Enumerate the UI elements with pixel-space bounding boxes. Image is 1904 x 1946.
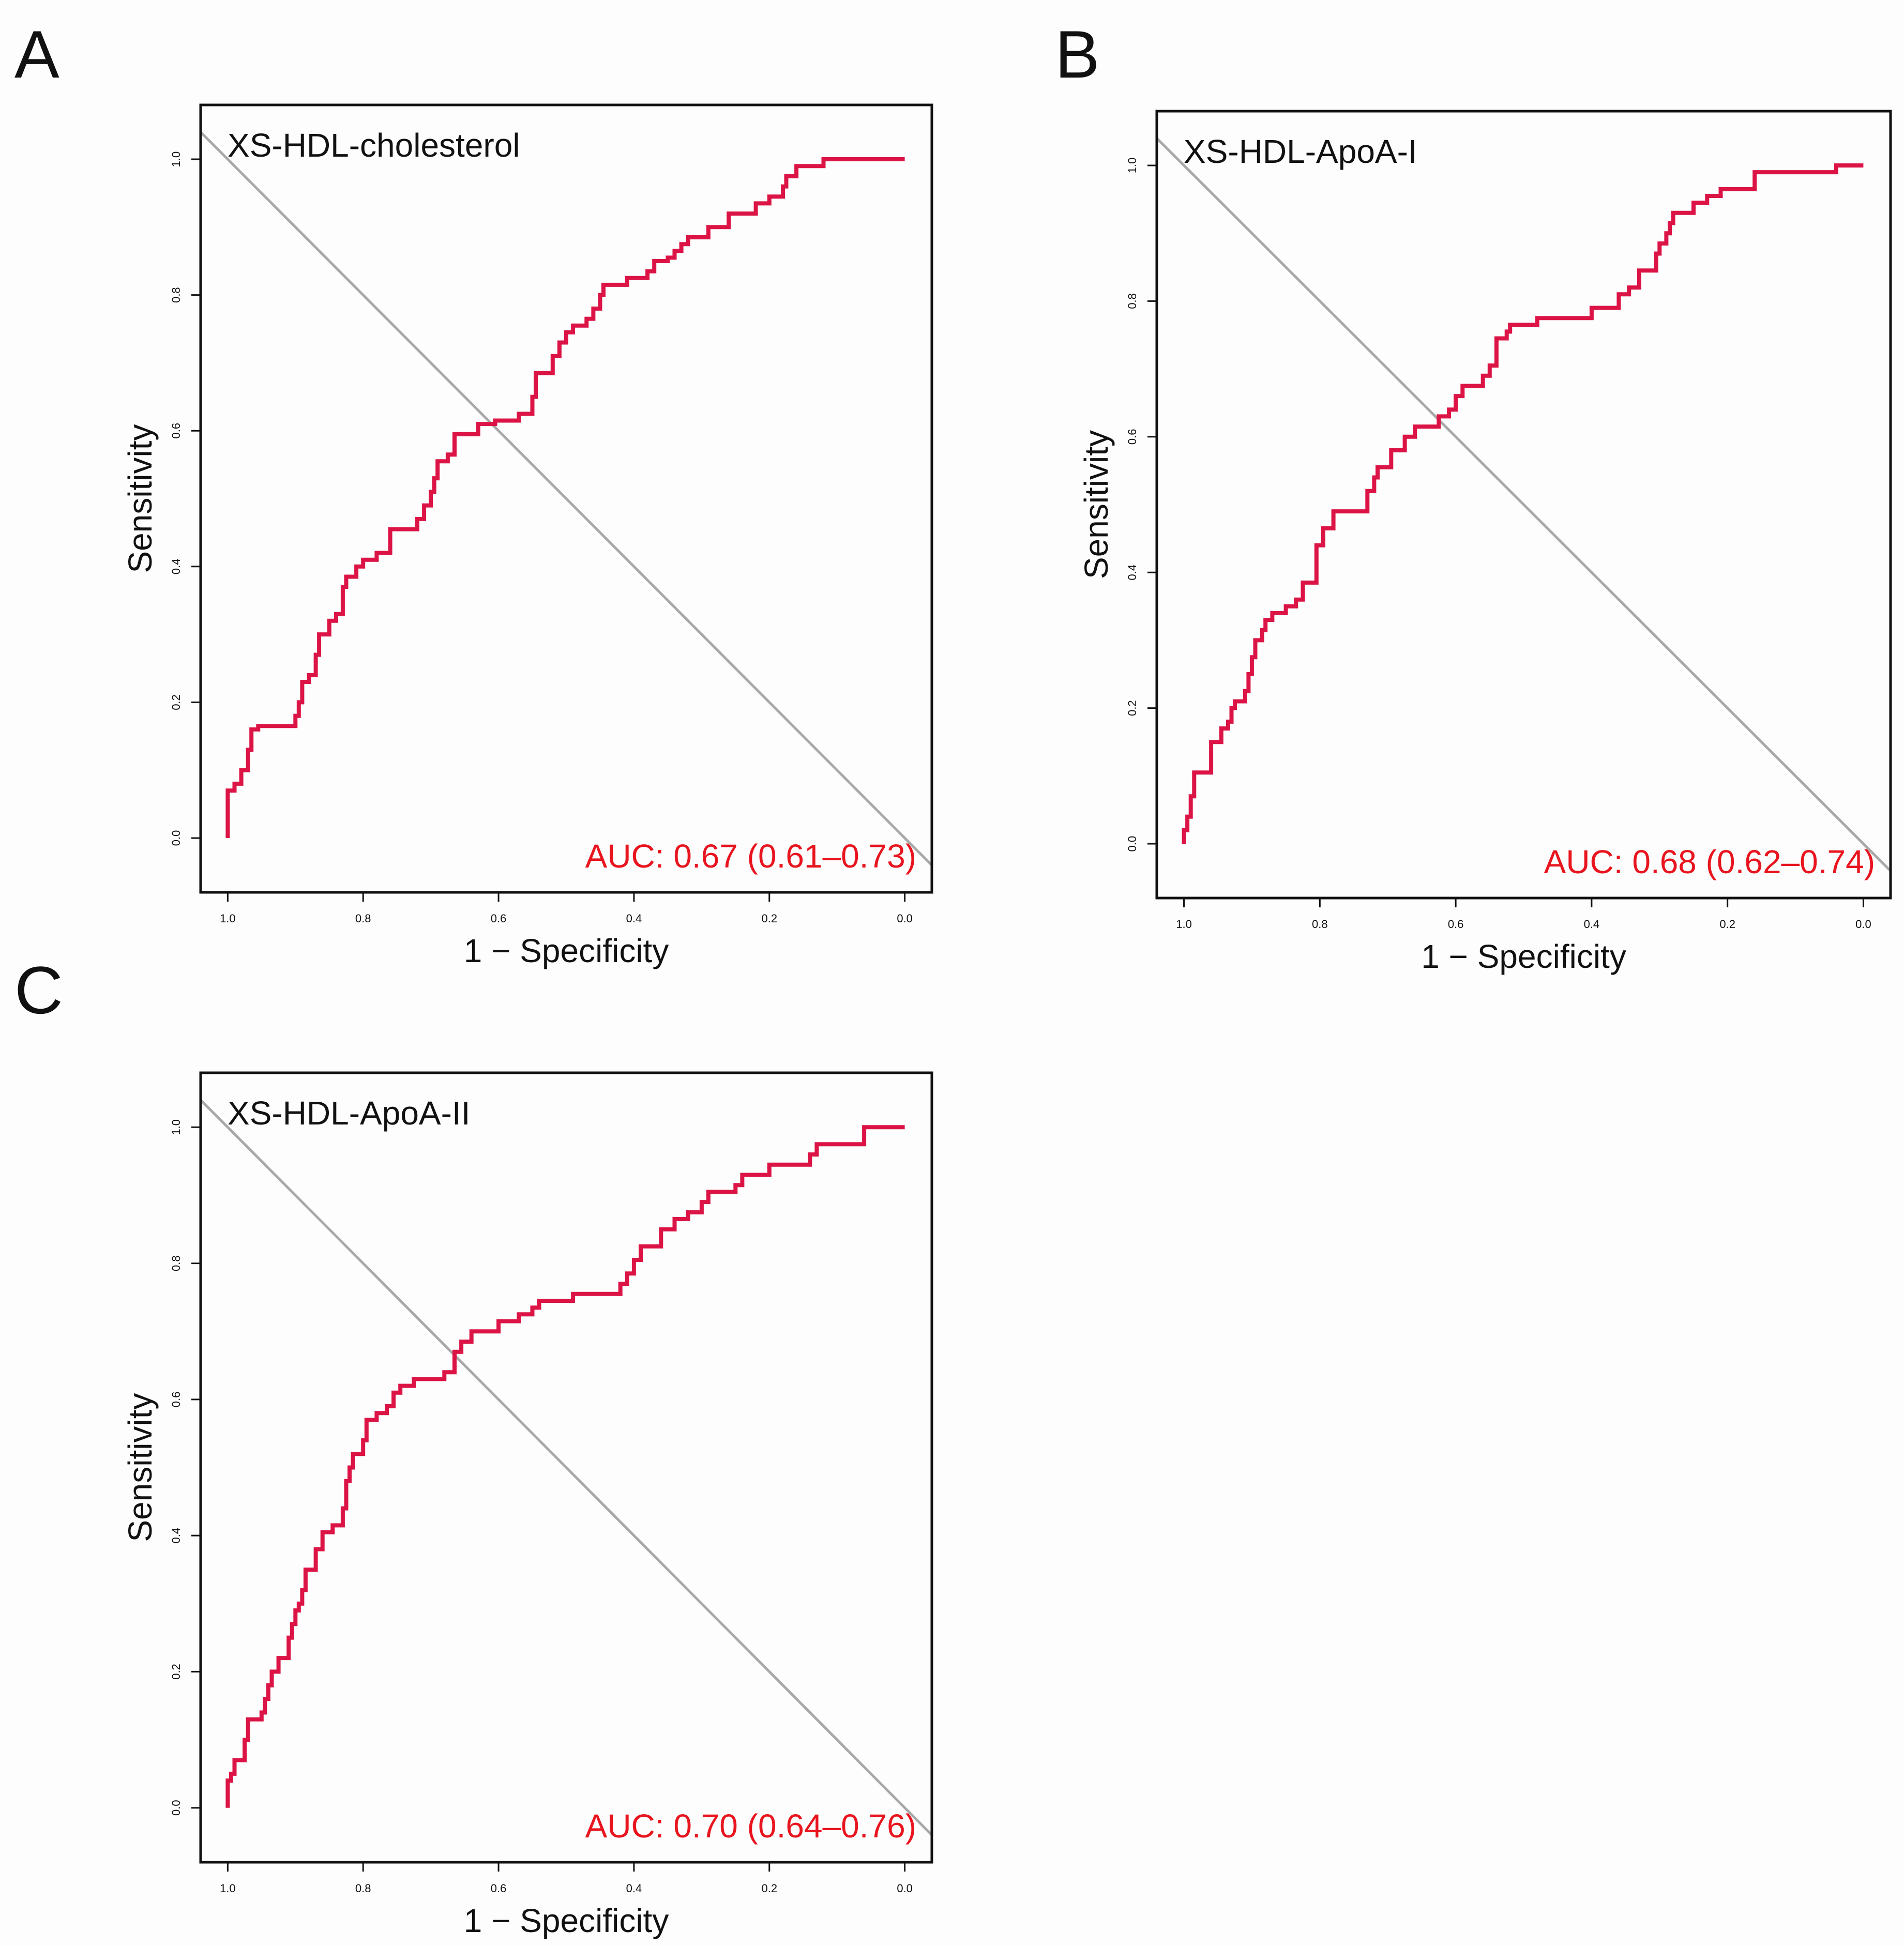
x-tick-label: 0.2 [1719, 918, 1735, 931]
reference-diagonal [201, 1099, 932, 1836]
y-tick-label: 0.4 [170, 558, 183, 574]
x-axis-title: 1 − Specificity [464, 1902, 669, 1939]
x-tick-label: 0.0 [897, 912, 913, 925]
plot-frame [199, 103, 933, 894]
plot-title: XS-HDL-cholesterol [228, 127, 520, 164]
x-axis-title: 1 − Specificity [464, 932, 669, 969]
y-axis-title: Sensitivity [1078, 430, 1115, 579]
panel-letter: B [1055, 17, 1100, 92]
y-tick-label: 1.0 [170, 1119, 183, 1135]
y-tick-label: 0.4 [170, 1528, 183, 1544]
x-tick-label: 1.0 [1176, 918, 1192, 931]
x-tick-label: 0.2 [761, 1882, 777, 1895]
auc-annotation: AUC: 0.67 (0.61–0.73) [585, 838, 916, 875]
roc-curve [1182, 163, 1864, 844]
y-tick-label: 0.6 [170, 423, 183, 439]
x-tick-label: 0.8 [1312, 918, 1328, 931]
x-tick-label: 1.0 [220, 912, 236, 925]
y-tick-label: 0.0 [170, 1800, 183, 1816]
x-tick-label: 0.8 [355, 912, 371, 925]
x-tick-label: 0.6 [491, 912, 507, 925]
x-tick-label: 0.0 [897, 1882, 913, 1895]
y-tick-label: 0.8 [170, 1255, 183, 1271]
y-tick-label: 1.0 [170, 151, 183, 168]
y-tick-label: 0.2 [1126, 700, 1139, 716]
plot-title: XS-HDL-ApoA-I [1184, 133, 1417, 170]
roc-panel-a: A 1.0 0.8 0.6 0.4 0.2 0.0 0.0 0.2 0.4 0.6 0.8 1.0 1 −… [14, 17, 933, 969]
y-tick-label: 1.0 [1126, 158, 1139, 174]
x-tick-label: 1.0 [220, 1882, 236, 1895]
reference-diagonal [201, 131, 932, 866]
x-tick-label: 0.4 [626, 912, 642, 925]
x-tick-label: 0.6 [491, 1882, 507, 1895]
roc-panel-c: C 1.0 0.8 0.6 0.4 0.2 0.0 0.0 0.2 0.4 0.6 0.8 1.0 1 −… [14, 952, 933, 1939]
y-tick-label: 0.0 [170, 830, 183, 846]
y-tick-label: 0.2 [170, 1664, 183, 1680]
auc-annotation: AUC: 0.68 (0.62–0.74) [1544, 843, 1875, 880]
x-tick-label: 0.0 [1855, 918, 1871, 931]
x-tick-label: 0.8 [355, 1882, 371, 1895]
roc-curve [225, 1125, 905, 1808]
x-axis-title: 1 − Specificity [1421, 938, 1626, 975]
x-tick-label: 0.2 [761, 912, 777, 925]
panel-letter: C [14, 952, 63, 1028]
y-axis-title: Sensitivity [122, 424, 159, 573]
y-tick-label: 0.6 [1126, 429, 1139, 445]
reference-diagonal [1157, 137, 1891, 872]
x-tick-label: 0.6 [1448, 918, 1464, 931]
y-axis-title: Sensitivity [122, 1393, 159, 1542]
plot-title: XS-HDL-ApoA-II [228, 1094, 470, 1132]
y-tick-label: 0.0 [1126, 836, 1139, 852]
y-tick-label: 0.2 [170, 694, 183, 710]
x-tick-label: 0.4 [626, 1882, 642, 1895]
roc-curve [225, 157, 905, 838]
y-tick-label: 0.6 [170, 1392, 183, 1408]
plot-frame [1155, 110, 1892, 900]
x-tick-label: 0.4 [1584, 918, 1600, 931]
y-tick-label: 0.8 [170, 287, 183, 303]
y-tick-label: 0.8 [1126, 293, 1139, 309]
panel-letter: A [14, 17, 59, 92]
plot-frame [199, 1071, 933, 1864]
y-tick-label: 0.4 [1126, 565, 1139, 581]
roc-panel-b: B 1.0 0.8 0.6 0.4 0.2 0.0 0.0 0.2 0.4 0.6 0.8 1.0 1 −… [1055, 17, 1892, 975]
auc-annotation: AUC: 0.70 (0.64–0.76) [585, 1807, 916, 1845]
